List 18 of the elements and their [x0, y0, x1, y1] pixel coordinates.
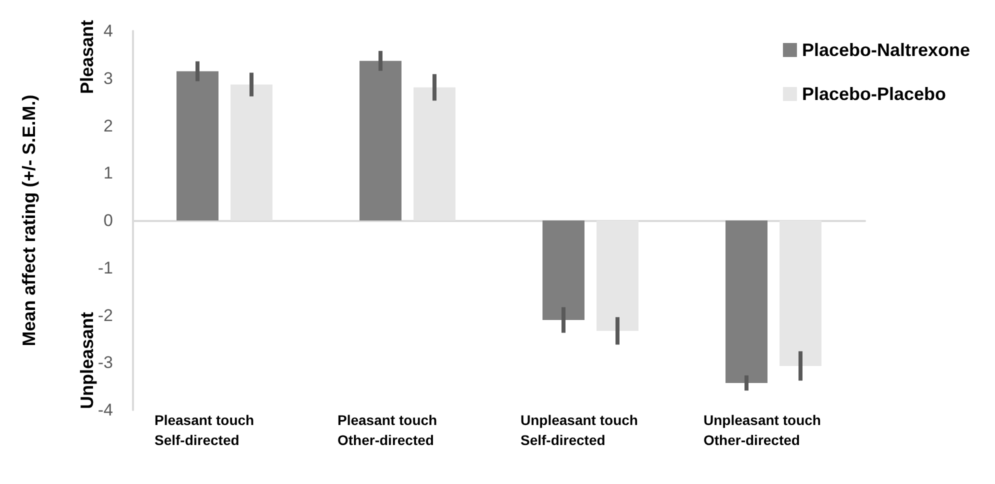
y-tick-label: -3	[98, 353, 113, 372]
y-tick-label: 0	[104, 211, 113, 230]
y-axis-title: Mean affect rating (+/- S.E.M.)	[19, 94, 39, 346]
x-tick-label: Unpleasant touch Self-directed	[520, 412, 638, 448]
y-tick-label: 1	[104, 164, 113, 183]
y-tick-label: 2	[104, 116, 113, 136]
x-tick-label: Pleasant touch Other-directed	[338, 412, 438, 448]
y-tick-label: -2	[98, 306, 113, 325]
legend-label: Placebo-Placebo	[802, 84, 946, 104]
y-tick-label: -4	[98, 400, 113, 420]
text: Unpleasant	[77, 312, 97, 409]
y-tick-label: -1	[98, 258, 113, 278]
text: Pleasant	[77, 20, 97, 94]
x-tick-label: Unpleasant touch Other-directed	[704, 412, 821, 448]
legend-label: Placebo-Naltrexone	[802, 40, 970, 60]
x-tick-label: Pleasant touch Self-directed	[154, 412, 254, 448]
y-tick-label: 3	[104, 68, 113, 88]
y-tick-label: 4	[104, 22, 113, 40]
